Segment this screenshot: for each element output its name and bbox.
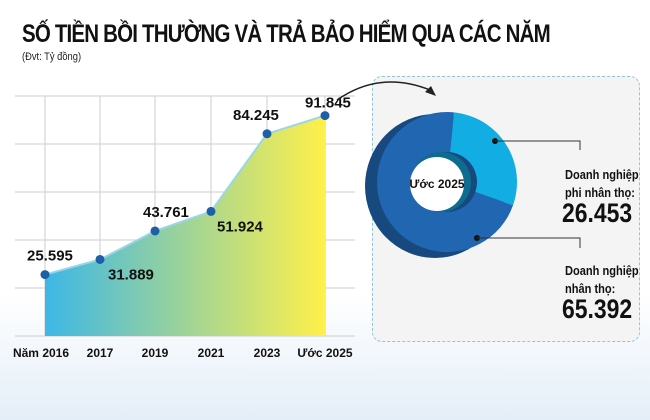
data-label: 51.924 <box>217 218 264 235</box>
x-tick-label: Năm 2016 <box>13 346 69 360</box>
data-label: 84.245 <box>233 107 279 124</box>
pie-center-label: Ước 2025 <box>409 177 465 191</box>
unit-label: (Đvt: Tỷ đồng) <box>22 51 82 63</box>
pie-hole <box>410 157 464 211</box>
data-point <box>40 270 50 280</box>
slice-label-1-line-2: nhân thọ: <box>565 281 616 296</box>
slice-label-0: Doanh nghiệp phi nhân thọ: <box>565 166 639 202</box>
pie-slice <box>449 112 517 206</box>
chart-title: SỐ TIỀN BỒI THƯỜNG VÀ TRẢ BẢO HIỂM QUA C… <box>22 20 551 48</box>
slice-value-1: 65.392 <box>562 294 633 324</box>
area-fill <box>45 115 325 337</box>
arrow <box>336 81 431 101</box>
slice-label-1: Doanh nghiệp nhân thọ: <box>565 262 639 298</box>
data-label: 91.845 <box>305 95 351 112</box>
slice-label-0-line-1: Doanh nghiệp <box>565 167 639 182</box>
x-tick-label: Ước 2025 <box>297 346 353 360</box>
data-label: 43.761 <box>143 204 189 221</box>
x-tick-label: 2017 <box>87 346 114 360</box>
series-line <box>44 114 326 276</box>
data-label: 25.595 <box>27 248 73 265</box>
data-point <box>150 226 160 236</box>
x-tick-label: 2019 <box>142 346 169 360</box>
data-point <box>95 254 105 264</box>
slice-label-0-line-2: phi nhân thọ: <box>565 185 635 200</box>
slice-label-1-line-1: Doanh nghiệp <box>565 263 639 278</box>
data-point <box>206 206 216 216</box>
pie-slice <box>377 112 514 253</box>
leader-line <box>495 140 581 150</box>
data-label: 31.889 <box>108 266 154 283</box>
leader-line <box>477 237 581 248</box>
x-tick-label: 2023 <box>254 346 281 360</box>
x-tick-label: 2021 <box>198 346 225 360</box>
data-point <box>262 129 272 139</box>
slice-value-0: 26.453 <box>562 198 633 228</box>
arrow-head <box>425 86 436 96</box>
data-point <box>320 111 330 121</box>
